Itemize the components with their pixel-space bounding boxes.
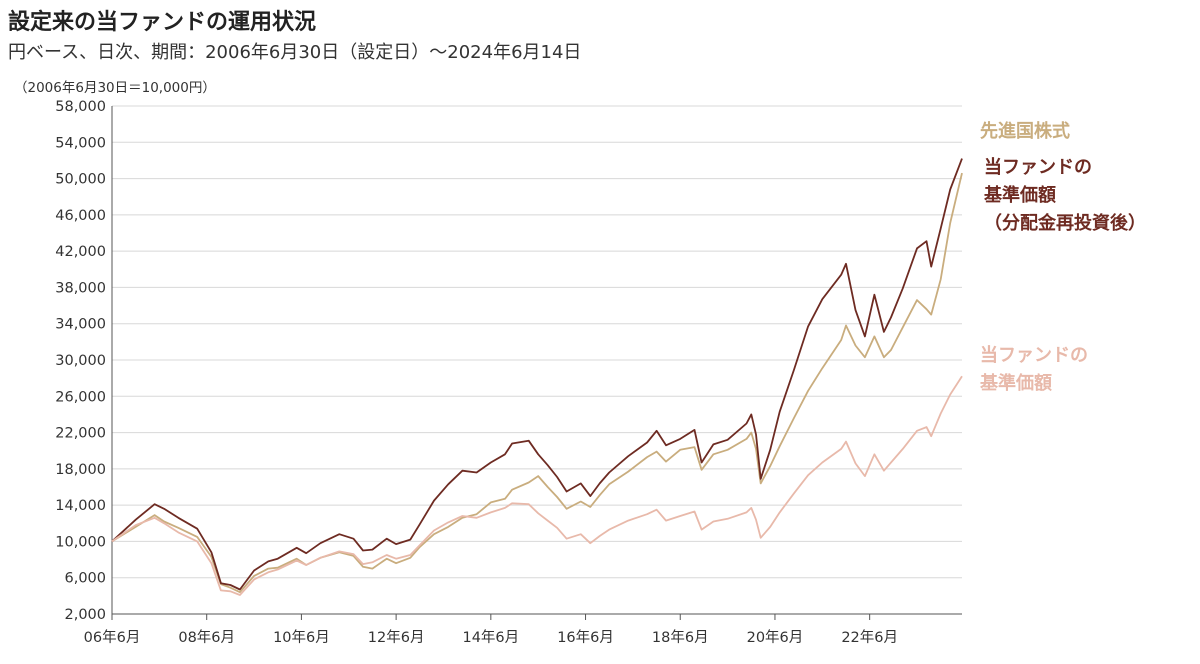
y-tick-label: 50,000 bbox=[55, 172, 106, 188]
y-tick-label: 22,000 bbox=[55, 426, 106, 442]
y-tick-label: 18,000 bbox=[55, 462, 106, 478]
x-tick-label: 06年6月 bbox=[84, 629, 141, 646]
y-tick-label: 54,000 bbox=[55, 135, 106, 151]
chart-subtitle: 円ベース、日次、期間：2006年6月30日（設定日）～2024年6月14日 bbox=[8, 42, 582, 63]
y-tick-label: 30,000 bbox=[55, 353, 106, 369]
grid-lines bbox=[112, 105, 962, 615]
legend-reinvested-line3: （分配金再投資後） bbox=[984, 213, 1146, 234]
x-tick-label: 18年6月 bbox=[652, 629, 709, 646]
legend-nav-line2: 基準価額 bbox=[980, 373, 1052, 394]
y-tick-label: 2,000 bbox=[64, 607, 106, 623]
series-line-reinvested bbox=[111, 158, 963, 591]
series-line-developed bbox=[111, 172, 963, 594]
legend-reinvested-line1: 当ファンドの bbox=[984, 157, 1092, 178]
y-tick-label: 38,000 bbox=[55, 280, 106, 296]
x-tick-label: 14年6月 bbox=[462, 629, 519, 646]
legend-reinvested-line2: 基準価額 bbox=[984, 185, 1056, 206]
x-tick-label: 16年6月 bbox=[557, 629, 614, 646]
y-tick-label: 58,000 bbox=[55, 99, 106, 115]
x-tick-label: 10年6月 bbox=[273, 629, 330, 646]
series-lines bbox=[111, 158, 963, 596]
chart-title: 設定来の当ファンドの運用状況 bbox=[8, 10, 317, 35]
axes: 2,000 6,000 10,000 14,000 18,000 22,000 26,000… bbox=[55, 99, 962, 646]
y-tick-label: 6,000 bbox=[64, 571, 106, 587]
y-tick-label: 26,000 bbox=[55, 389, 106, 405]
y-tick-label: 34,000 bbox=[55, 317, 106, 333]
x-tick-label: 20年6月 bbox=[747, 629, 804, 646]
y-tick-label: 10,000 bbox=[55, 534, 106, 550]
x-tick-label: 08年6月 bbox=[178, 629, 235, 646]
legend-developed-label: 先進国株式 bbox=[980, 121, 1070, 142]
legend-nav-line1: 当ファンドの bbox=[980, 345, 1088, 366]
legend-reinvested: 当ファンドの 基準価額 （分配金再投資後） bbox=[984, 154, 1146, 238]
x-tick-label: 12年6月 bbox=[368, 629, 425, 646]
series-line-nav bbox=[111, 375, 963, 596]
legend-nav: 当ファンドの 基準価額 bbox=[980, 342, 1088, 398]
y-tick-label: 14,000 bbox=[55, 498, 106, 514]
unit-note: （2006年6月30日＝10,000円） bbox=[14, 80, 216, 96]
legend-developed: 先進国株式 bbox=[980, 118, 1070, 146]
x-tick-label: 22年6月 bbox=[841, 629, 898, 646]
y-tick-label: 46,000 bbox=[55, 208, 106, 224]
y-tick-label: 42,000 bbox=[55, 244, 106, 260]
